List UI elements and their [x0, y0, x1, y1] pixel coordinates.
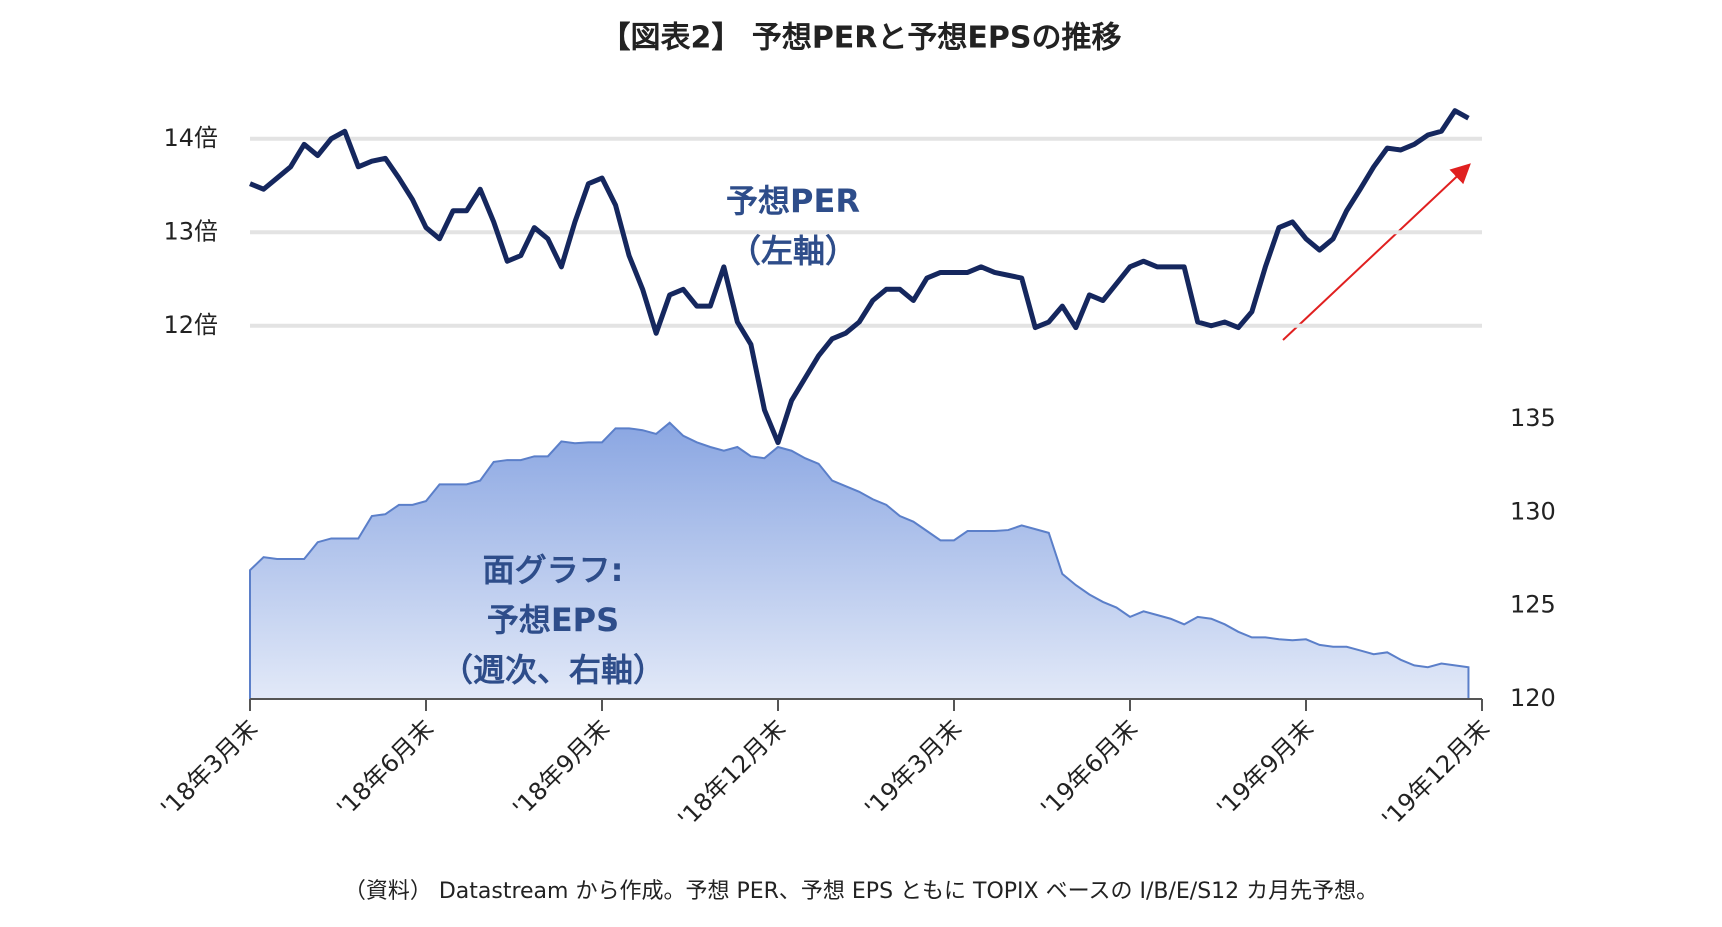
y2-tick-label: 130: [1510, 497, 1556, 525]
y2-tick-label: 125: [1510, 591, 1556, 619]
annotation: 面グラフ:: [483, 551, 624, 589]
annotation: （左軸）: [729, 232, 857, 270]
annotation: 予想PER: [726, 182, 860, 220]
x-tick-label: '18年3月末: [155, 714, 263, 822]
trend-arrow: [1282, 163, 1471, 341]
y2-tick-label: 120: [1510, 684, 1556, 712]
y-tick-label: 12倍: [163, 311, 218, 339]
x-tick-label: '18年6月末: [331, 714, 439, 822]
eps-area: [249, 421, 1470, 700]
x-tick-label: '19年3月末: [859, 714, 967, 822]
x-tick-label: '19年9月末: [1211, 714, 1319, 822]
per-line: [249, 108, 1470, 446]
x-tick-label: '18年12月末: [673, 714, 792, 833]
note: （資料） Datastream から作成。予想 PER、予想 EPS ともに T…: [344, 879, 1378, 904]
annotation: 予想EPS: [487, 601, 619, 639]
y2-tick-label: 135: [1510, 404, 1556, 432]
chart-title: 【図表2】 予想PERと予想EPSの推移: [601, 21, 1122, 56]
annotation: （週次、右軸）: [441, 651, 665, 689]
x-tick-label: '18年9月末: [507, 714, 615, 822]
x-tick-label: '19年12月末: [1377, 714, 1496, 833]
y-tick-label: 13倍: [163, 217, 218, 245]
x-tick-label: '19年6月末: [1035, 714, 1143, 822]
y-tick-label: 14倍: [163, 124, 218, 152]
